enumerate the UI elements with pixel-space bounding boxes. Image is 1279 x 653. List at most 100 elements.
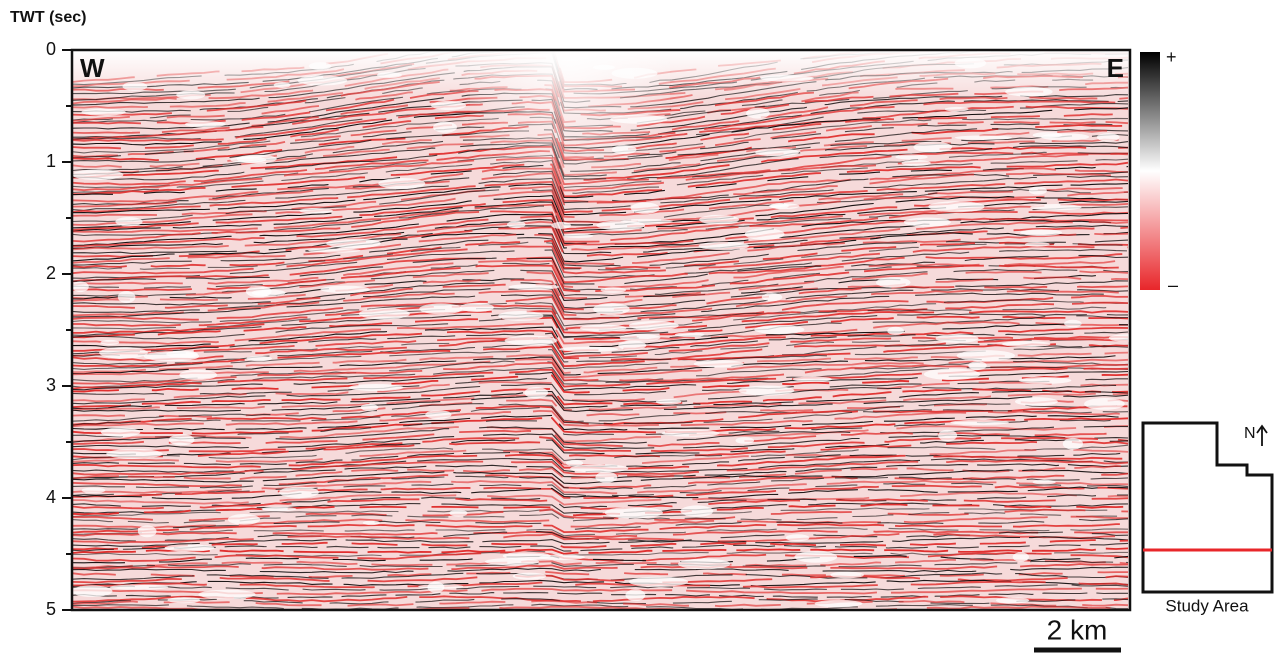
figure: TWT (sec) W E 012345 + – N Study Area 2 … (0, 0, 1279, 653)
colorbar (1140, 52, 1160, 290)
noise-patch (662, 430, 720, 437)
noise-patch (699, 215, 739, 225)
noise-patch (830, 572, 864, 579)
noise-patch (1020, 229, 1062, 236)
noise-patch (968, 361, 987, 370)
noise-patch (431, 101, 466, 110)
reflector-peak (72, 615, 1128, 620)
colorbar-top-label: + (1166, 47, 1177, 67)
noise-patch (745, 228, 785, 240)
noise-patch (138, 525, 157, 537)
noise-patch (101, 340, 120, 345)
noise-patch (793, 377, 832, 382)
noise-patch (924, 369, 980, 380)
noise-patch (72, 585, 113, 597)
noise-patch (326, 239, 381, 249)
noise-patch (81, 109, 125, 116)
noise-patch (361, 404, 378, 411)
noise-patch (901, 160, 930, 166)
noise-patch (320, 286, 369, 294)
noise-patch (771, 203, 789, 209)
noise-patch (299, 208, 333, 214)
noise-patch (938, 430, 957, 441)
noise-patch (363, 521, 380, 525)
noise-patch (498, 311, 543, 321)
noise-patch (996, 597, 1029, 603)
noise-patch (110, 584, 169, 589)
noise-patch (82, 488, 106, 494)
noise-patch (580, 325, 627, 332)
noise-patch (118, 291, 136, 303)
inset-caption: Study Area (1165, 596, 1249, 615)
noise-patch (1032, 480, 1055, 485)
noise-patch (198, 590, 255, 600)
noise-patch (1064, 320, 1082, 328)
y-tick-label: 5 (46, 599, 56, 619)
noise-patch (165, 544, 215, 551)
noise-patch (1025, 242, 1050, 247)
noise-patch (449, 510, 467, 517)
noise-patch (308, 248, 360, 252)
noise-patch (252, 289, 286, 296)
noise-patch (656, 399, 682, 405)
noise-patch (620, 334, 661, 341)
noise-patch (179, 370, 217, 380)
noise-patch (694, 360, 744, 367)
y-tick-label: 0 (46, 39, 56, 59)
chimney-fade (470, 50, 670, 310)
noise-patch (228, 514, 260, 525)
noise-patch (904, 218, 951, 227)
noise-patch (419, 303, 462, 314)
noise-patch (887, 327, 904, 335)
noise-patch (762, 293, 783, 301)
noise-patch (950, 420, 1009, 425)
noise-patch (680, 505, 713, 516)
inset-outline (1143, 423, 1272, 592)
noise-patch (1002, 341, 1050, 347)
noise-patch (1030, 204, 1081, 210)
noise-patch (736, 437, 755, 444)
noise-patch (433, 122, 457, 133)
west-label: W (80, 53, 105, 83)
noise-patch (1019, 377, 1072, 384)
noise-patch (945, 107, 969, 112)
noise-patch (629, 321, 679, 330)
y-tick-label: 3 (46, 375, 56, 395)
noise-patch (168, 597, 201, 603)
noise-patch (524, 387, 548, 398)
noise-patch (936, 334, 979, 343)
noise-patch (678, 559, 730, 570)
noise-patch (1097, 133, 1120, 141)
noise-patch (913, 142, 952, 153)
north-label: N (1244, 425, 1256, 442)
reflector-trough (72, 612, 1128, 617)
noise-patch (675, 332, 705, 337)
noise-patch (505, 336, 558, 346)
noise-patch (1013, 552, 1029, 561)
noise-patch (566, 460, 583, 466)
y-tick-label: 4 (46, 487, 56, 507)
noise-patch (815, 600, 863, 608)
noise-patch (279, 487, 319, 498)
noise-patch (786, 534, 810, 541)
noise-patch (72, 169, 124, 180)
noise-patch (427, 582, 444, 593)
north-arrow (1257, 426, 1267, 446)
noise-patch (739, 386, 795, 396)
noise-patch (237, 155, 277, 164)
noise-patch (101, 428, 140, 437)
axis-label: TWT (sec) (10, 9, 86, 26)
noise-patch (955, 135, 1012, 139)
noise-patch (378, 178, 425, 189)
noise-patch (876, 277, 911, 287)
noise-patch (595, 472, 617, 483)
noise-patch (629, 577, 688, 587)
noise-patch (72, 281, 89, 292)
noise-patch (99, 347, 148, 358)
noise-patch (754, 325, 804, 334)
noise-patch (746, 108, 770, 119)
noise-patch (755, 148, 799, 156)
noise-patch (144, 351, 200, 361)
noise-patch (115, 217, 142, 226)
